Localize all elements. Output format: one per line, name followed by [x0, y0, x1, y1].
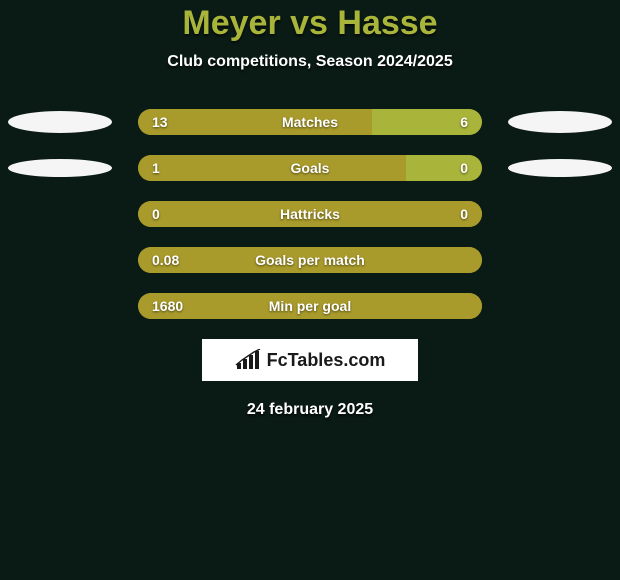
stat-bar: Matches136 — [138, 109, 482, 135]
stat-row: Matches136 — [0, 109, 620, 135]
stat-row: Goals10 — [0, 155, 620, 181]
page-title: Meyer vs Hasse — [0, 4, 620, 43]
subtitle: Club competitions, Season 2024/2025 — [0, 53, 620, 71]
logo-text: FcTables.com — [267, 350, 386, 371]
player-avatar-right — [508, 159, 612, 177]
stat-bar: Goals per match0.08 — [138, 247, 482, 273]
stat-bar-left-fill — [138, 247, 482, 273]
stat-bar: Goals10 — [138, 155, 482, 181]
stat-row: Min per goal1680 — [0, 293, 620, 319]
stat-bar: Min per goal1680 — [138, 293, 482, 319]
content: Meyer vs Hasse Club competitions, Season… — [0, 0, 620, 419]
stat-bar-left-fill — [138, 293, 482, 319]
player-avatar-left — [8, 111, 112, 133]
player-avatar-right — [508, 111, 612, 133]
stat-bar-left-fill — [138, 201, 482, 227]
date-label: 24 february 2025 — [0, 401, 620, 419]
logo-box: FcTables.com — [202, 339, 418, 381]
stat-bar-left-fill — [138, 155, 406, 181]
stat-row: Hattricks00 — [0, 201, 620, 227]
player-avatar-left — [8, 159, 112, 177]
bar-chart-icon — [235, 349, 261, 371]
stat-row: Goals per match0.08 — [0, 247, 620, 273]
stat-rows: Matches136 Goals10 Hattricks00 Goals per ma… — [0, 109, 620, 319]
stat-bar-right-fill — [372, 109, 482, 135]
stat-bar: Hattricks00 — [138, 201, 482, 227]
stat-bar-left-fill — [138, 109, 372, 135]
stat-bar-right-fill — [406, 155, 482, 181]
